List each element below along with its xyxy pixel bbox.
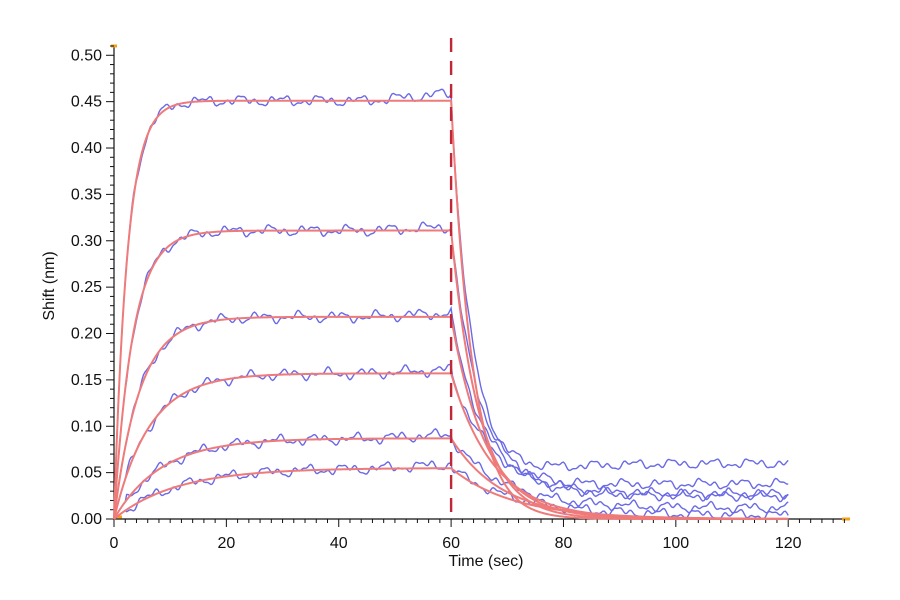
- y-tick-label: 0.10: [71, 418, 102, 435]
- y-tick-label: 0.35: [71, 186, 102, 203]
- x-tick-label: 120: [775, 535, 802, 552]
- y-axis-title: Shift (nm): [41, 251, 58, 320]
- y-tick-label: 0.50: [71, 47, 102, 64]
- y-tick-label: 0.30: [71, 233, 102, 250]
- x-tick-label: 80: [555, 535, 573, 552]
- x-tick-label: 0: [110, 535, 119, 552]
- measured-trace: [113, 305, 789, 520]
- y-tick-label: 0.25: [71, 279, 102, 296]
- x-tick-label: 60: [442, 535, 460, 552]
- y-tick-label: 0.45: [71, 94, 102, 111]
- y-tick-label: 0.20: [71, 326, 102, 343]
- y-tick-label: 0.05: [71, 465, 102, 482]
- x-tick-label: 20: [217, 535, 235, 552]
- plot-area: [113, 38, 789, 520]
- fit-curve: [113, 467, 789, 520]
- y-tick-label: 0.40: [71, 140, 102, 157]
- y-tick-label: 0.15: [71, 372, 102, 389]
- y-axis: 0.00 0.05 0.10 0.15 0.20 0.25 0.30 0.35 0.40 0.45…: [71, 44, 117, 528]
- x-tick-label: 40: [330, 535, 348, 552]
- x-tick-label: 100: [662, 535, 689, 552]
- x-axis: 0 20 40 60 80 100 120: [110, 515, 850, 552]
- y-tick-label: 0.00: [71, 511, 102, 528]
- x-axis-title: Time (sec): [449, 553, 524, 570]
